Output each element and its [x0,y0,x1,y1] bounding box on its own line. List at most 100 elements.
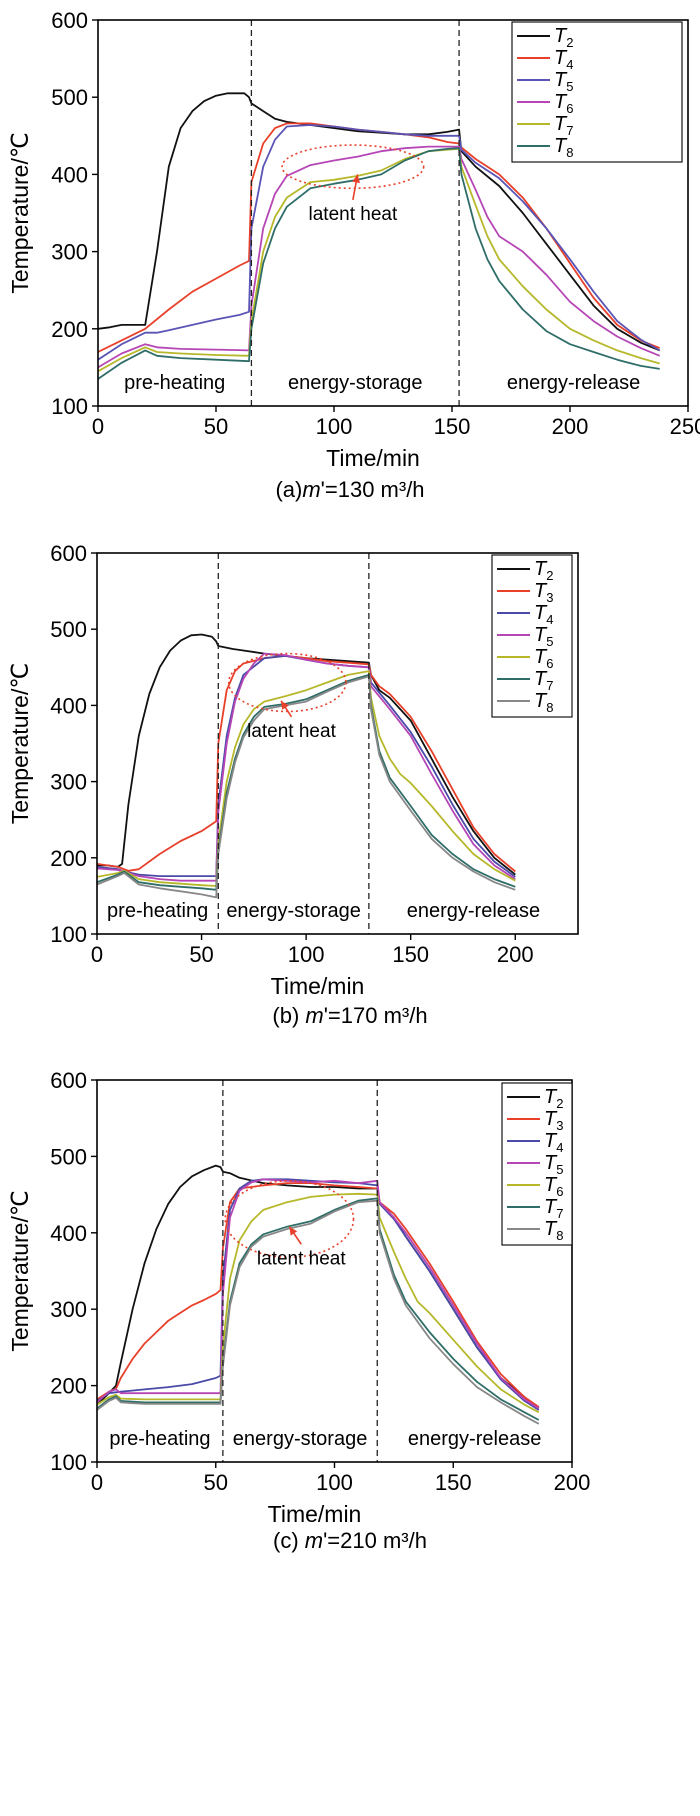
y-axis-label: Temperature/℃ [7,132,33,293]
latent-heat-label: latent heat [247,721,336,742]
x-tick-label: 150 [392,942,429,967]
legend-label-T2: T2 [544,1086,563,1111]
x-tick-label: 250 [670,414,700,439]
legend-label-T7: T7 [544,1196,563,1221]
x-tick-label: 0 [92,414,104,439]
plot-frame [97,19,689,407]
x-tick-label: 200 [554,1470,591,1495]
y-tick-label: 100 [51,394,88,419]
series-line-T6 [98,145,661,369]
plot-frame [96,552,579,935]
phase-label-pre-heating: pre-heating [124,372,225,394]
legend-label-T8: T8 [534,690,553,715]
x-axis-label: Time/min [268,1501,362,1527]
y-tick-label: 100 [50,1450,87,1475]
legend-label-T6: T6 [554,91,573,116]
chart-caption: (b) m'=170 m³/h [272,1003,427,1028]
latent-heat-label: latent heat [309,204,398,225]
phase-label-energy-release: energy-release [408,1428,541,1450]
legend-label-T6: T6 [544,1174,563,1199]
series-line-T5 [98,124,661,361]
legend-label-T2: T2 [534,558,553,583]
y-tick-label: 200 [50,846,87,871]
legend-label-T4: T4 [554,47,573,72]
phase-label-energy-release: energy-release [507,372,640,394]
latent-heat-ellipse [281,144,425,190]
chart-3: pre-heating energy-storage energy-release l… [7,1068,590,1553]
legend-label-T4: T4 [544,1130,563,1155]
phase-label-pre-heating: pre-heating [109,1428,210,1450]
series-line-T4 [97,1178,540,1411]
series-line-T6 [97,1192,540,1414]
chart-caption: (a)m'=130 m³/h [275,477,424,502]
chart-caption: (c) m'=210 m³/h [273,1528,427,1553]
legend-label-T7: T7 [534,668,553,693]
series-line-T5 [97,1178,540,1410]
chart-2: pre-heating energy-storage energy-release l… [7,541,579,1028]
y-tick-label: 300 [50,1297,87,1322]
y-axis-label: Temperature/℃ [7,1190,33,1351]
x-tick-label: 0 [91,942,103,967]
y-tick-label: 500 [50,1144,87,1169]
x-tick-label: 200 [497,942,534,967]
series-line-T3 [97,655,516,873]
legend-label-T3: T3 [544,1108,563,1133]
x-tick-label: 50 [204,414,228,439]
series-line-T5 [97,652,516,882]
series-line-T8 [97,1199,540,1425]
series-line-T6 [97,670,516,887]
x-tick-label: 0 [91,1470,103,1495]
legend-label-T8: T8 [544,1218,563,1243]
legend-label-T5: T5 [544,1152,563,1177]
legend-label-T6: T6 [534,646,553,671]
phase-label-pre-heating: pre-heating [107,900,208,922]
y-tick-label: 500 [51,85,88,110]
y-tick-label: 400 [51,162,88,187]
x-axis-label: Time/min [326,445,420,471]
y-tick-label: 600 [51,8,88,33]
y-tick-label: 500 [50,617,87,642]
phase-label-energy-storage: energy-storage [288,372,423,394]
phase-label-energy-storage: energy-storage [233,1428,368,1450]
y-tick-label: 300 [51,240,88,265]
y-tick-label: 100 [50,922,87,947]
latent-heat-arrowhead [352,174,360,184]
series-line-T7 [97,674,516,891]
series-line-T4 [97,655,516,878]
y-tick-label: 300 [50,770,87,795]
series-line-T7 [97,1197,540,1421]
latent-heat-label: latent heat [257,1248,346,1269]
y-tick-label: 600 [50,541,87,566]
latent-heat-ellipse [224,1180,355,1259]
series-line-T8 [97,675,516,899]
legend-label-T8: T8 [554,135,573,160]
x-tick-label: 100 [316,1470,353,1495]
series-line-T7 [98,148,660,373]
y-tick-label: 600 [50,1068,87,1093]
x-tick-label: 50 [204,1470,228,1495]
legend-label-T2: T2 [554,25,573,50]
x-tick-label: 100 [288,942,325,967]
phase-label-energy-storage: energy-storage [226,900,361,922]
latent-heat-arrowhead [281,700,289,710]
legend-label-T4: T4 [534,602,553,627]
series-line-T2 [97,1164,540,1410]
y-tick-label: 200 [51,317,88,342]
x-tick-label: 100 [316,414,353,439]
y-tick-label: 400 [50,693,87,718]
y-tick-label: 200 [50,1374,87,1399]
x-axis-label: Time/min [271,973,365,999]
x-tick-label: 50 [189,942,213,967]
latent-heat-arrowhead [289,1226,298,1236]
legend-label-T5: T5 [534,624,553,649]
y-axis-label: Temperature/℃ [7,663,33,824]
chart-1: pre-heating energy-storage energy-release l… [7,8,700,502]
legend-label-T3: T3 [534,580,553,605]
legend-label-T7: T7 [554,113,573,138]
x-tick-label: 200 [552,414,589,439]
series-line-T3 [97,1182,540,1408]
x-tick-label: 150 [434,414,471,439]
series-line-T2 [97,633,516,876]
